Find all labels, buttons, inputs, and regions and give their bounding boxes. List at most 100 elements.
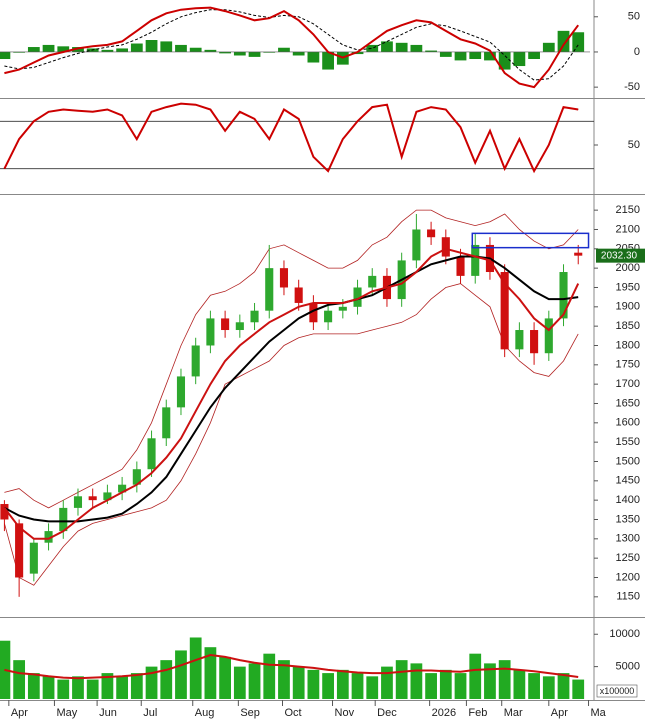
volume-bar	[513, 669, 526, 699]
histogram-bar	[42, 44, 55, 52]
histogram-bar	[557, 30, 570, 52]
highlight-box	[471, 232, 590, 249]
histogram-bar	[175, 44, 187, 52]
histogram-bar	[248, 51, 261, 57]
x-tick-label: Apr	[551, 707, 568, 719]
histogram-bar	[189, 47, 202, 52]
ma-fast	[3, 247, 580, 540]
histogram-bar	[542, 42, 555, 52]
volume-bar	[278, 660, 290, 699]
y-tick-label: 1200	[616, 571, 640, 583]
y-tick-label: 1250	[616, 552, 640, 564]
volume-bar	[42, 676, 55, 699]
volume-bar	[572, 679, 585, 699]
volume-bar	[27, 673, 40, 699]
x-tick-label: Feb	[468, 707, 487, 719]
histogram-bar	[410, 44, 423, 52]
x-tick-label: 2026	[432, 707, 456, 719]
volume-bar	[292, 666, 305, 699]
histogram-bar	[13, 51, 26, 53]
x-tick-label: Mar	[504, 707, 523, 719]
candle-body	[368, 275, 377, 288]
histogram-bar	[101, 49, 114, 52]
y-tick-label: 1700	[616, 378, 640, 390]
y-tick-label: 2150	[616, 204, 640, 216]
y-tick-label: 1850	[616, 320, 640, 332]
y-tick-label: 1800	[616, 339, 640, 351]
candle-body	[294, 287, 303, 303]
volume-bar	[145, 666, 158, 699]
y-tick-label: 1350	[616, 513, 640, 525]
histogram-bar	[204, 49, 217, 52]
candle-body	[132, 469, 141, 485]
candle-body	[103, 492, 112, 501]
volume-bar	[498, 660, 511, 699]
y-tick-label: -50	[624, 81, 640, 93]
candle-body	[15, 523, 24, 578]
volume-bar	[219, 656, 231, 699]
band-upper	[4, 209, 579, 509]
last-price-label: 2032.30	[601, 250, 638, 261]
x-tick-label: Ma	[591, 707, 607, 719]
y-tick-label: 1650	[616, 397, 640, 409]
histogram-bar	[72, 47, 84, 52]
volume-bar	[263, 653, 276, 699]
x-tick-label: Dec	[377, 707, 397, 719]
band-lower	[4, 283, 579, 586]
candle-body	[500, 272, 509, 350]
volume-bar	[130, 673, 143, 699]
histogram-bar	[145, 40, 158, 52]
volume-bar	[322, 673, 334, 699]
volume-bar	[101, 673, 114, 699]
histogram-bar	[439, 51, 452, 57]
candle-body	[265, 268, 274, 311]
x-tick-label: Aug	[195, 707, 215, 719]
y-tick-label: 1150	[616, 591, 640, 603]
volume-bar	[307, 669, 320, 699]
volume-bar	[204, 647, 217, 699]
volume-bar	[366, 676, 379, 699]
volume-bar	[189, 637, 202, 699]
volume-bar	[248, 663, 261, 699]
candle-body	[338, 306, 347, 311]
volume-bar	[86, 679, 99, 699]
volume-bar	[425, 673, 437, 699]
candle-body	[235, 322, 244, 331]
candle-body	[559, 272, 568, 319]
y-tick-label: 1750	[616, 359, 640, 371]
volume-bar	[116, 676, 129, 699]
volume-bar	[57, 679, 70, 699]
candle-body	[0, 504, 9, 520]
candle-body	[191, 345, 200, 377]
volume-bar	[469, 653, 482, 699]
volume-bar	[160, 660, 173, 699]
histogram-bar	[484, 51, 496, 61]
y-tick-label: 50	[628, 11, 640, 23]
last-price-box	[596, 248, 645, 263]
volume-bar	[336, 669, 349, 699]
y-tick-label: 1600	[616, 417, 640, 429]
y-tick-label: 10000	[609, 628, 640, 640]
histogram-bar	[233, 51, 246, 56]
y-tick-label: 5000	[616, 661, 640, 673]
volume-bar	[175, 650, 187, 699]
histogram-bar	[454, 51, 467, 61]
histogram-bar	[278, 47, 290, 52]
histogram-bar	[0, 51, 11, 59]
candle-body	[250, 310, 259, 323]
volume-bar	[439, 669, 452, 699]
y-tick-label: 0	[634, 46, 640, 58]
volume-bar	[72, 676, 84, 699]
x-tick-label: Apr	[11, 707, 28, 719]
histogram-bar	[292, 51, 305, 56]
volume-bar	[351, 673, 364, 699]
volume-bar	[13, 660, 26, 699]
volume-bar	[528, 673, 540, 699]
candle-body	[162, 407, 171, 439]
volume-bar	[410, 663, 423, 699]
histogram-bar	[395, 42, 408, 52]
candle-body	[471, 244, 480, 276]
y-tick-label: 2000	[616, 262, 640, 274]
candle-body	[88, 496, 97, 501]
